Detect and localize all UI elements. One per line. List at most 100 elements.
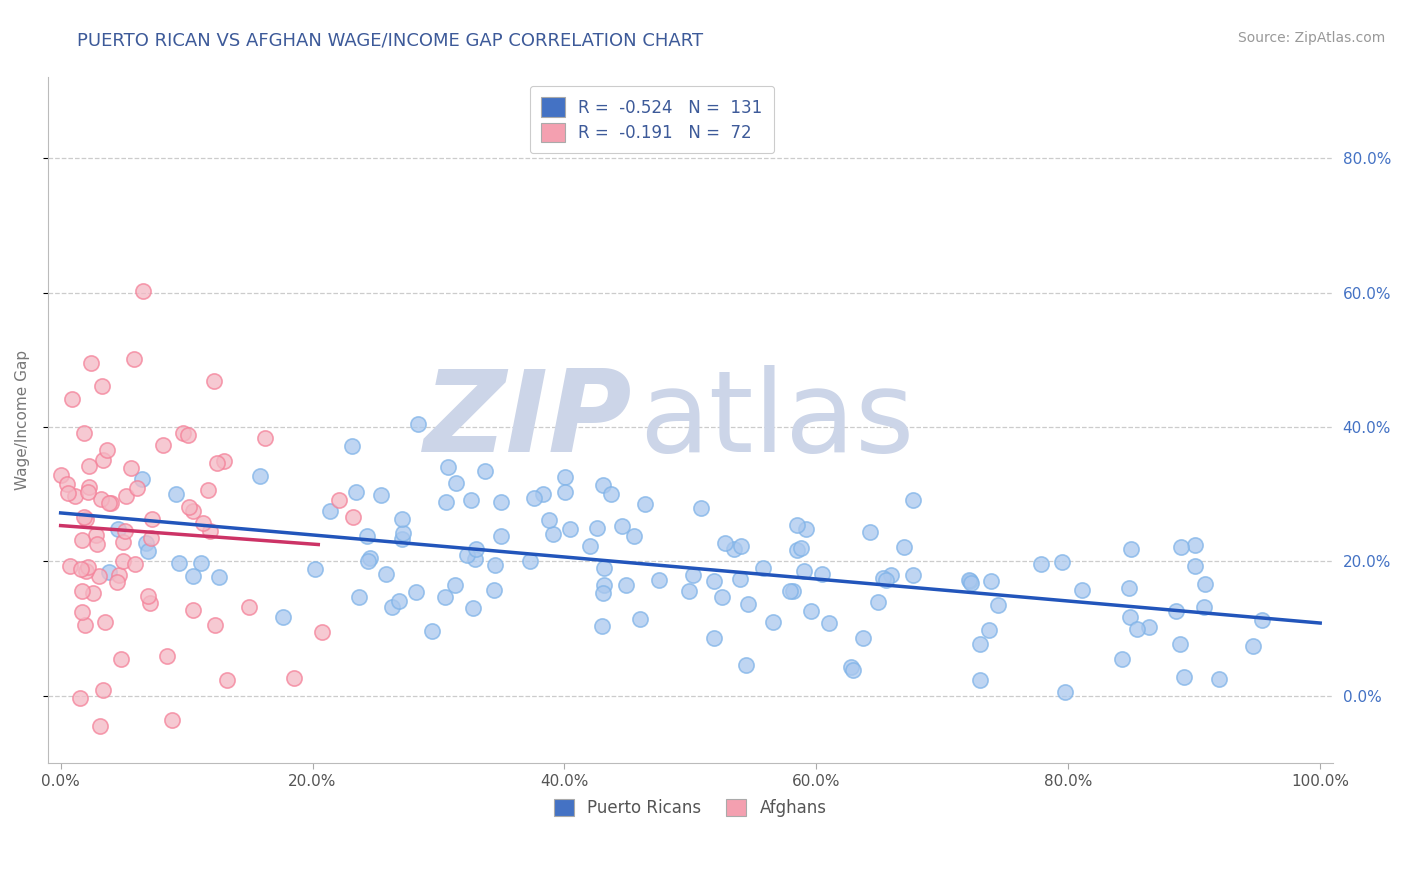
Point [703, 632, 725, 646]
Point [960, 576, 983, 591]
Y-axis label: Wage/Income Gap: Wage/Income Gap [15, 351, 30, 491]
Point [271, 610, 294, 624]
Point [90, 378, 112, 392]
Point [489, 495, 512, 509]
Point [72, 426, 94, 441]
Point [1071, 582, 1094, 597]
Point [136, 589, 159, 603]
Text: ZIP: ZIP [425, 365, 633, 475]
Point [388, 593, 411, 607]
Point [1053, 685, 1076, 699]
Point [135, 535, 157, 549]
Point [165, 487, 187, 501]
Point [1194, 599, 1216, 614]
Point [817, 615, 839, 630]
Point [1139, 620, 1161, 634]
Point [73, 618, 96, 632]
Point [98, 565, 121, 579]
Point [132, 284, 155, 298]
Point [969, 673, 991, 687]
Point [762, 615, 785, 629]
Point [69, 691, 91, 706]
Point [1118, 610, 1140, 624]
Point [592, 586, 614, 600]
Point [181, 504, 204, 518]
Point [58, 486, 80, 500]
Point [714, 535, 737, 549]
Point [558, 522, 581, 536]
Text: atlas: atlas [640, 365, 914, 475]
Point [75, 564, 97, 578]
Point [82, 586, 104, 600]
Point [124, 557, 146, 571]
Point [357, 554, 380, 568]
Point [537, 512, 560, 526]
Point [1208, 673, 1230, 687]
Point [112, 535, 135, 549]
Point [356, 529, 378, 543]
Point [197, 483, 219, 497]
Point [474, 464, 496, 478]
Point [253, 431, 276, 445]
Point [728, 572, 751, 586]
Point [249, 469, 271, 483]
Point [1194, 576, 1216, 591]
Point [969, 637, 991, 651]
Point [283, 671, 305, 685]
Point [1126, 622, 1149, 636]
Point [75, 512, 97, 526]
Point [737, 597, 759, 611]
Point [678, 584, 700, 599]
Point [463, 600, 485, 615]
Point [1170, 540, 1192, 554]
Point [591, 619, 613, 633]
Point [489, 529, 512, 543]
Point [1241, 639, 1264, 653]
Point [73, 509, 96, 524]
Point [703, 574, 725, 589]
Point [59, 559, 82, 574]
Point [408, 417, 430, 431]
Point [136, 544, 159, 558]
Point [97, 496, 120, 510]
Point [79, 459, 101, 474]
Point [202, 374, 225, 388]
Point [370, 487, 392, 501]
Point [648, 573, 671, 587]
Point [152, 438, 174, 452]
Point [110, 652, 132, 666]
Point [437, 459, 460, 474]
Point [1052, 555, 1074, 569]
Point [391, 532, 413, 546]
Point [839, 660, 862, 674]
Point [1031, 558, 1053, 572]
Point [880, 568, 903, 582]
Point [599, 486, 621, 500]
Point [69, 562, 91, 576]
Point [94, 615, 117, 629]
Point [446, 476, 468, 491]
Point [90, 491, 112, 506]
Point [1119, 541, 1142, 556]
Point [786, 542, 808, 557]
Point [204, 617, 226, 632]
Point [115, 489, 138, 503]
Point [359, 550, 381, 565]
Point [875, 573, 897, 587]
Point [208, 569, 231, 583]
Point [105, 574, 128, 589]
Point [1164, 604, 1187, 618]
Point [181, 603, 204, 617]
Text: PUERTO RICAN VS AFGHAN WAGE/INCOME GAP CORRELATION CHART: PUERTO RICAN VS AFGHAN WAGE/INCOME GAP C… [77, 31, 703, 49]
Point [593, 561, 616, 575]
Point [554, 470, 576, 484]
Point [114, 524, 136, 538]
Point [554, 485, 576, 500]
Point [634, 497, 657, 511]
Point [76, 560, 98, 574]
Point [579, 539, 602, 553]
Point [1173, 670, 1195, 684]
Point [623, 529, 645, 543]
Point [96, 442, 118, 457]
Point [70, 583, 93, 598]
